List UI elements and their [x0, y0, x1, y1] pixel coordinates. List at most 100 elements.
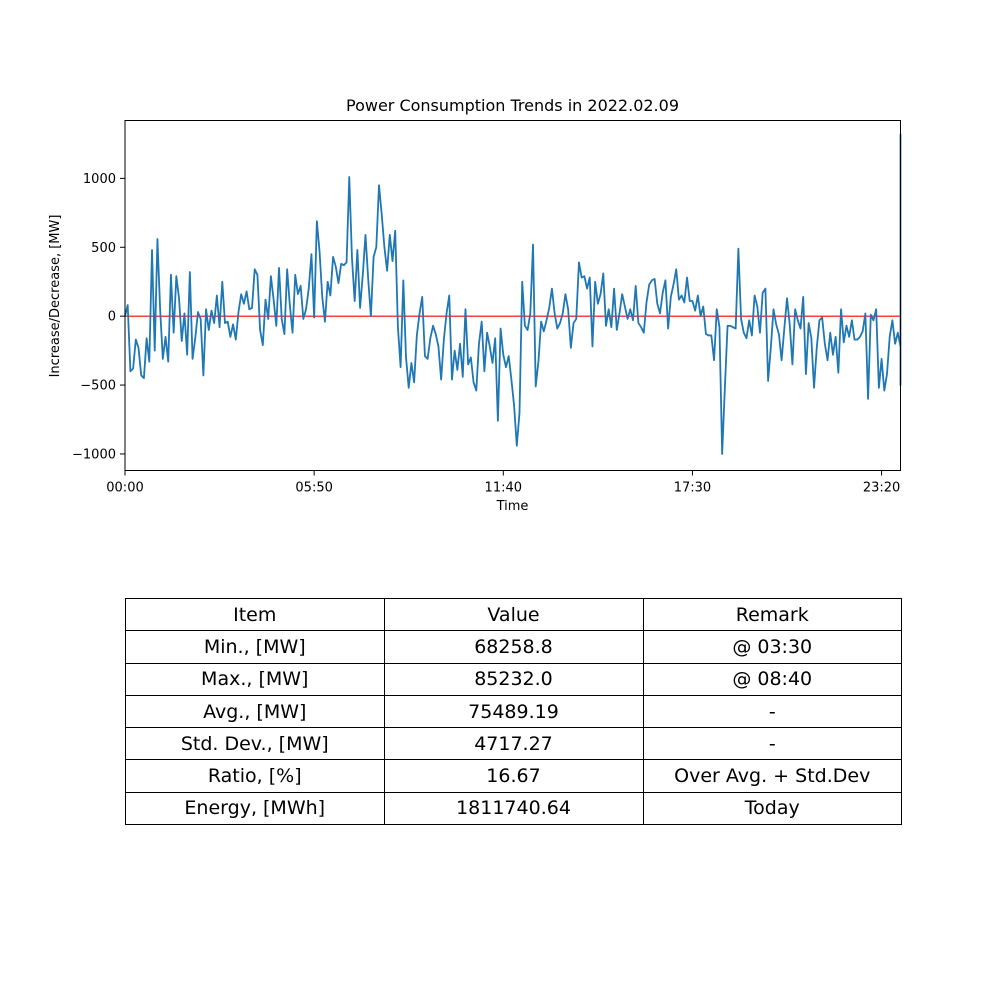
data-point	[694, 310, 696, 312]
data-point	[840, 308, 842, 310]
data-point	[243, 303, 245, 305]
data-point	[397, 326, 399, 328]
data-point	[286, 269, 288, 271]
data-point	[265, 299, 267, 301]
data-point	[465, 308, 467, 310]
row-remark-cell: -	[642, 694, 902, 729]
data-point	[208, 329, 210, 331]
data-point	[521, 281, 523, 283]
data-point	[619, 313, 621, 315]
data-point	[335, 266, 337, 268]
data-point	[859, 336, 861, 338]
data-point	[154, 350, 156, 352]
row-remark-cell: Today	[642, 791, 902, 826]
data-point	[759, 332, 761, 334]
data-point	[446, 313, 448, 315]
x-tick-label: 11:40	[485, 481, 522, 496]
data-point	[751, 335, 753, 337]
table-row: Energy, [MWh] 1811740.64 Today	[125, 791, 902, 826]
data-point	[186, 354, 188, 356]
data-point	[527, 329, 529, 331]
data-point	[270, 275, 272, 277]
data-point	[435, 333, 437, 335]
data-point	[738, 248, 740, 250]
row-item-cell: Energy, [MWh]	[125, 791, 385, 826]
data-point	[781, 359, 783, 361]
data-point	[546, 320, 548, 322]
data-point	[819, 320, 821, 322]
data-point	[562, 313, 564, 315]
data-point	[843, 342, 845, 344]
data-point	[846, 325, 848, 327]
data-point	[373, 256, 375, 258]
data-point	[438, 346, 440, 348]
data-point	[648, 284, 650, 286]
data-point	[430, 337, 432, 339]
data-point	[808, 322, 810, 324]
data-point	[135, 339, 137, 341]
data-point	[321, 296, 323, 298]
data-point	[638, 322, 640, 324]
data-point	[454, 350, 456, 352]
data-point	[865, 313, 867, 315]
data-point	[365, 234, 367, 236]
data-point	[883, 390, 885, 392]
row-value-cell: 16.67	[383, 759, 644, 793]
data-point	[357, 249, 359, 251]
data-point	[592, 346, 594, 348]
data-point	[211, 310, 213, 312]
data-point	[403, 280, 405, 282]
data-point	[870, 314, 872, 316]
data-point	[221, 281, 223, 283]
data-point	[532, 244, 534, 246]
data-point	[305, 308, 307, 310]
data-point	[678, 299, 680, 301]
y-axis-ticks: −1000 −500 0 500 1000	[72, 172, 125, 462]
header-cell-item: Item	[125, 597, 385, 632]
data-point	[557, 328, 559, 330]
data-point	[481, 321, 483, 323]
row-value-cell: 75489.19	[383, 694, 644, 729]
data-point	[132, 368, 134, 370]
data-point	[340, 263, 342, 265]
data-point	[411, 362, 413, 364]
data-point	[711, 335, 713, 337]
data-point	[278, 267, 280, 269]
data-point	[354, 300, 356, 302]
y-tick-label: −1000	[72, 447, 116, 462]
data-point	[432, 325, 434, 327]
data-point	[359, 307, 361, 309]
data-point	[316, 220, 318, 222]
data-point	[681, 295, 683, 297]
data-point	[262, 344, 264, 346]
data-point	[875, 308, 877, 310]
data-point	[548, 307, 550, 309]
data-point	[635, 285, 637, 287]
data-point	[748, 320, 750, 322]
data-point	[165, 336, 167, 338]
data-point	[413, 382, 415, 384]
row-item-cell: Avg., [MW]	[125, 694, 385, 729]
power-consumption-chart: Power Consumption Trends in 2022.02.09 0…	[48, 96, 902, 514]
data-point	[238, 311, 240, 313]
y-tick-label: 500	[91, 241, 116, 256]
data-point	[770, 347, 772, 349]
data-point	[348, 176, 350, 178]
row-value-cell: 1811740.64	[383, 791, 644, 826]
data-point	[170, 274, 172, 276]
data-point	[802, 296, 804, 298]
data-point	[192, 358, 194, 360]
data-point	[284, 333, 286, 335]
data-point	[470, 357, 472, 359]
data-point	[543, 331, 545, 333]
x-tick-label: 23:20	[863, 481, 900, 496]
data-point	[421, 296, 423, 298]
header-cell-value: Value	[383, 597, 644, 632]
data-point	[559, 322, 561, 324]
data-point	[627, 318, 629, 320]
data-point	[500, 328, 502, 330]
data-point	[405, 357, 407, 359]
data-point	[159, 308, 161, 310]
data-point	[324, 321, 326, 323]
data-point	[213, 322, 215, 324]
